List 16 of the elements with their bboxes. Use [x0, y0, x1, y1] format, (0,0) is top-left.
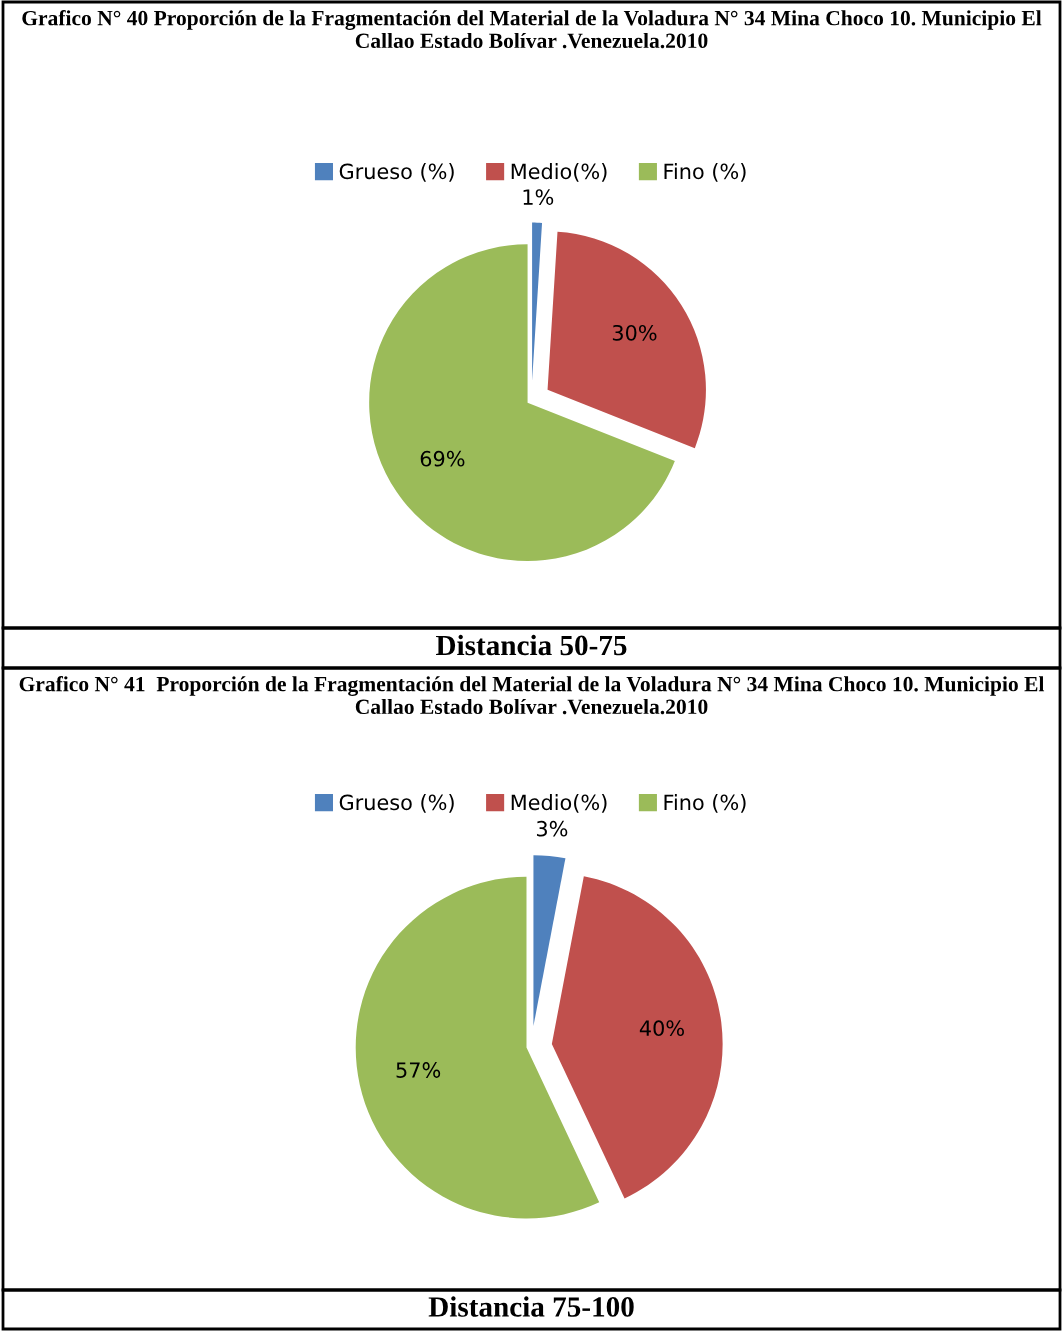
data-label: 57%	[396, 1062, 441, 1078]
text: Distancia 50-75	[436, 634, 627, 656]
data-label: 40%	[639, 1020, 684, 1037]
legend-label: Medio(%)	[511, 163, 607, 182]
data-label: 3%	[536, 820, 568, 837]
chart-title: Grafico N° 40 Proporción de la Fragmentación del Material de la Voladura N° 34 Mina Choco 10. Municipio El Callao Estado Bolívar .Venezuela.2010	[22, 10, 1042, 49]
data-label: 69%	[420, 450, 465, 467]
legend-label: Fino (%)	[664, 794, 746, 813]
data-label: 1%	[523, 189, 554, 205]
legend-label: Medio(%)	[511, 794, 607, 813]
legend-label: Fino (%)	[664, 163, 746, 182]
legend-label: Grueso (%)	[339, 794, 454, 813]
text: Distancia 75-100	[428, 1296, 634, 1317]
chart-title: Grafico N° 41 Proporción de la Fragmentación del Material de la Voladura N° 34 Mina Choco 10. Municipio El Callao Estado Bolívar .Venezuela.2010	[19, 676, 1045, 715]
data-label: 30%	[612, 324, 657, 341]
legend-label: Grueso (%)	[339, 163, 454, 182]
